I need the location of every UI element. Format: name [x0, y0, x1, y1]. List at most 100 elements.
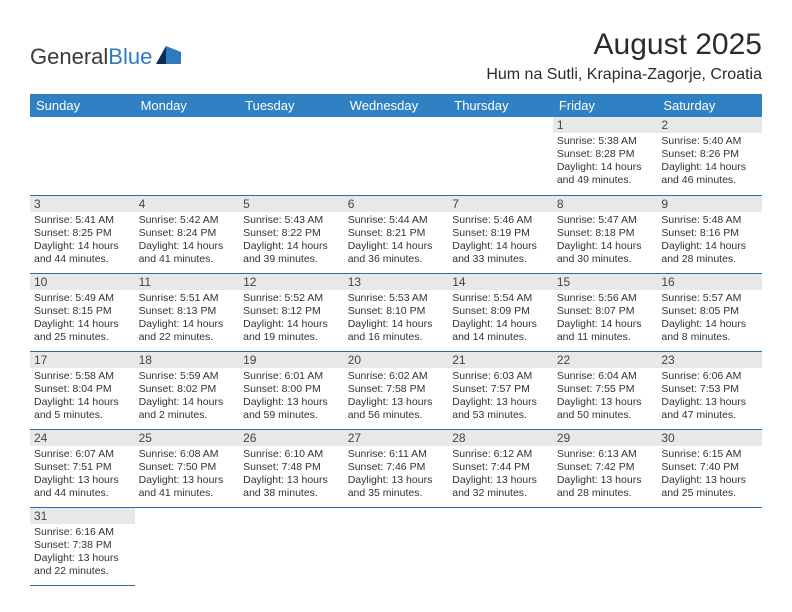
sunset-line: Sunset: 7:46 PM — [348, 461, 445, 474]
calendar-empty-cell — [344, 117, 449, 195]
daylight-line: Daylight: 14 hours and 25 minutes. — [34, 318, 131, 344]
sunrise-line: Sunrise: 5:47 AM — [557, 214, 654, 227]
day-details: Sunrise: 5:58 AMSunset: 8:04 PMDaylight:… — [30, 368, 135, 426]
calendar-day-cell: 26Sunrise: 6:10 AMSunset: 7:48 PMDayligh… — [239, 429, 344, 507]
daylight-line: Daylight: 14 hours and 41 minutes. — [139, 240, 236, 266]
calendar-day-cell: 4Sunrise: 5:42 AMSunset: 8:24 PMDaylight… — [135, 195, 240, 273]
daylight-line: Daylight: 14 hours and 11 minutes. — [557, 318, 654, 344]
calendar-row: 24Sunrise: 6:07 AMSunset: 7:51 PMDayligh… — [30, 429, 762, 507]
calendar-day-cell: 10Sunrise: 5:49 AMSunset: 8:15 PMDayligh… — [30, 273, 135, 351]
sunset-line: Sunset: 7:40 PM — [661, 461, 758, 474]
day-number: 18 — [135, 352, 240, 368]
daylight-line: Daylight: 14 hours and 22 minutes. — [139, 318, 236, 344]
day-number: 21 — [448, 352, 553, 368]
sunset-line: Sunset: 8:24 PM — [139, 227, 236, 240]
day-number: 5 — [239, 196, 344, 212]
day-details: Sunrise: 5:48 AMSunset: 8:16 PMDaylight:… — [657, 212, 762, 270]
daylight-line: Daylight: 14 hours and 46 minutes. — [661, 161, 758, 187]
sunset-line: Sunset: 8:26 PM — [661, 148, 758, 161]
calendar-empty-cell — [30, 117, 135, 195]
day-details: Sunrise: 5:54 AMSunset: 8:09 PMDaylight:… — [448, 290, 553, 348]
day-number: 31 — [30, 508, 135, 524]
sunrise-line: Sunrise: 5:57 AM — [661, 292, 758, 305]
sunrise-line: Sunrise: 6:16 AM — [34, 526, 131, 539]
day-number: 16 — [657, 274, 762, 290]
sunset-line: Sunset: 8:12 PM — [243, 305, 340, 318]
daylight-line: Daylight: 13 hours and 22 minutes. — [34, 552, 131, 578]
calendar-day-cell: 11Sunrise: 5:51 AMSunset: 8:13 PMDayligh… — [135, 273, 240, 351]
calendar-day-cell: 29Sunrise: 6:13 AMSunset: 7:42 PMDayligh… — [553, 429, 658, 507]
daylight-line: Daylight: 13 hours and 56 minutes. — [348, 396, 445, 422]
day-details: Sunrise: 5:46 AMSunset: 8:19 PMDaylight:… — [448, 212, 553, 270]
day-number: 9 — [657, 196, 762, 212]
day-details: Sunrise: 5:57 AMSunset: 8:05 PMDaylight:… — [657, 290, 762, 348]
day-details: Sunrise: 6:07 AMSunset: 7:51 PMDaylight:… — [30, 446, 135, 504]
daylight-line: Daylight: 13 hours and 53 minutes. — [452, 396, 549, 422]
day-details: Sunrise: 6:01 AMSunset: 8:00 PMDaylight:… — [239, 368, 344, 426]
day-number: 10 — [30, 274, 135, 290]
day-number: 8 — [553, 196, 658, 212]
day-details: Sunrise: 5:38 AMSunset: 8:28 PMDaylight:… — [553, 133, 658, 191]
calendar-empty-cell — [239, 117, 344, 195]
sunset-line: Sunset: 8:19 PM — [452, 227, 549, 240]
sunset-line: Sunset: 8:04 PM — [34, 383, 131, 396]
day-number: 30 — [657, 430, 762, 446]
day-details: Sunrise: 6:12 AMSunset: 7:44 PMDaylight:… — [448, 446, 553, 504]
day-number: 3 — [30, 196, 135, 212]
sunrise-line: Sunrise: 6:03 AM — [452, 370, 549, 383]
sunset-line: Sunset: 8:28 PM — [557, 148, 654, 161]
day-number: 7 — [448, 196, 553, 212]
calendar-day-cell: 19Sunrise: 6:01 AMSunset: 8:00 PMDayligh… — [239, 351, 344, 429]
daylight-line: Daylight: 13 hours and 50 minutes. — [557, 396, 654, 422]
day-number: 2 — [657, 117, 762, 133]
daylight-line: Daylight: 13 hours and 35 minutes. — [348, 474, 445, 500]
sunrise-line: Sunrise: 5:52 AM — [243, 292, 340, 305]
sunrise-line: Sunrise: 5:54 AM — [452, 292, 549, 305]
sunrise-line: Sunrise: 6:15 AM — [661, 448, 758, 461]
sunrise-line: Sunrise: 6:06 AM — [661, 370, 758, 383]
calendar-table: SundayMondayTuesdayWednesdayThursdayFrid… — [30, 94, 762, 586]
daylight-line: Daylight: 14 hours and 5 minutes. — [34, 396, 131, 422]
day-details: Sunrise: 5:40 AMSunset: 8:26 PMDaylight:… — [657, 133, 762, 191]
sunset-line: Sunset: 8:22 PM — [243, 227, 340, 240]
calendar-day-cell: 20Sunrise: 6:02 AMSunset: 7:58 PMDayligh… — [344, 351, 449, 429]
sunset-line: Sunset: 7:42 PM — [557, 461, 654, 474]
brand-mark-icon — [156, 44, 182, 70]
day-details: Sunrise: 5:49 AMSunset: 8:15 PMDaylight:… — [30, 290, 135, 348]
sunrise-line: Sunrise: 5:48 AM — [661, 214, 758, 227]
day-details: Sunrise: 6:04 AMSunset: 7:55 PMDaylight:… — [553, 368, 658, 426]
sunset-line: Sunset: 8:05 PM — [661, 305, 758, 318]
brand-part1: General — [30, 44, 108, 70]
day-number: 15 — [553, 274, 658, 290]
sunset-line: Sunset: 8:09 PM — [452, 305, 549, 318]
sunrise-line: Sunrise: 5:49 AM — [34, 292, 131, 305]
calendar-day-cell: 17Sunrise: 5:58 AMSunset: 8:04 PMDayligh… — [30, 351, 135, 429]
calendar-day-cell: 16Sunrise: 5:57 AMSunset: 8:05 PMDayligh… — [657, 273, 762, 351]
brand-part2: Blue — [108, 44, 152, 70]
day-number: 26 — [239, 430, 344, 446]
sunset-line: Sunset: 7:57 PM — [452, 383, 549, 396]
daylight-line: Daylight: 13 hours and 25 minutes. — [661, 474, 758, 500]
day-details: Sunrise: 6:06 AMSunset: 7:53 PMDaylight:… — [657, 368, 762, 426]
calendar-empty-cell — [344, 507, 449, 585]
day-number: 27 — [344, 430, 449, 446]
daylight-line: Daylight: 14 hours and 33 minutes. — [452, 240, 549, 266]
calendar-day-cell: 27Sunrise: 6:11 AMSunset: 7:46 PMDayligh… — [344, 429, 449, 507]
sunset-line: Sunset: 8:25 PM — [34, 227, 131, 240]
weekday-header: Tuesday — [239, 94, 344, 117]
day-details: Sunrise: 6:08 AMSunset: 7:50 PMDaylight:… — [135, 446, 240, 504]
weekday-header: Wednesday — [344, 94, 449, 117]
sunrise-line: Sunrise: 5:56 AM — [557, 292, 654, 305]
day-details: Sunrise: 6:15 AMSunset: 7:40 PMDaylight:… — [657, 446, 762, 504]
day-number: 4 — [135, 196, 240, 212]
calendar-row: 3Sunrise: 5:41 AMSunset: 8:25 PMDaylight… — [30, 195, 762, 273]
daylight-line: Daylight: 13 hours and 59 minutes. — [243, 396, 340, 422]
sunrise-line: Sunrise: 6:04 AM — [557, 370, 654, 383]
day-details: Sunrise: 6:02 AMSunset: 7:58 PMDaylight:… — [344, 368, 449, 426]
calendar-day-cell: 12Sunrise: 5:52 AMSunset: 8:12 PMDayligh… — [239, 273, 344, 351]
day-details: Sunrise: 5:56 AMSunset: 8:07 PMDaylight:… — [553, 290, 658, 348]
calendar-row: 17Sunrise: 5:58 AMSunset: 8:04 PMDayligh… — [30, 351, 762, 429]
daylight-line: Daylight: 13 hours and 41 minutes. — [139, 474, 236, 500]
daylight-line: Daylight: 14 hours and 8 minutes. — [661, 318, 758, 344]
sunset-line: Sunset: 8:15 PM — [34, 305, 131, 318]
